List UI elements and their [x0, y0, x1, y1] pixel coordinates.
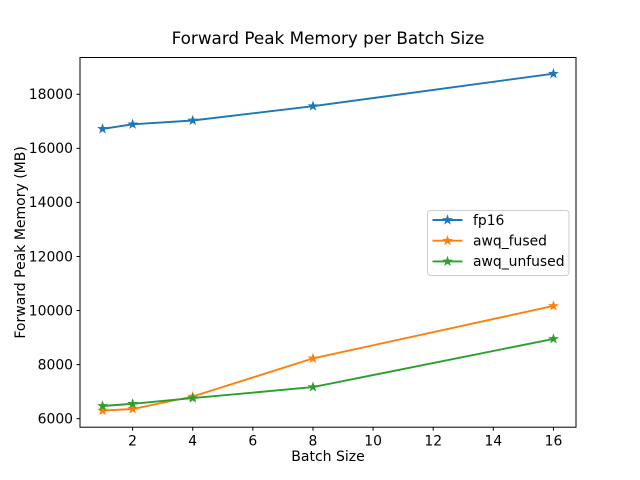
- legend-marker-star: [442, 214, 453, 225]
- legend-label: awq_unfused: [473, 254, 565, 270]
- series-marker-awq_fused: [97, 404, 108, 416]
- y-tick-label: 6000: [38, 411, 73, 427]
- legend-frame: [427, 210, 570, 276]
- x-axis-label: Batch Size: [291, 449, 364, 465]
- x-tick-label: 14: [484, 434, 502, 450]
- series-marker-fp16: [127, 118, 139, 129]
- series-line-awq_fused: [101, 304, 555, 412]
- x-tick-label: 6: [248, 434, 257, 450]
- y-tick-label: 10000: [29, 303, 73, 319]
- series-marker-fp16: [548, 68, 559, 79]
- legend-item-awq_fused: awq_fused: [432, 234, 547, 250]
- series-marker-awq_unfused: [187, 392, 199, 403]
- legend-item-awq_unfused: awq_unfused: [432, 254, 565, 270]
- x-tick-label: 10: [364, 434, 382, 450]
- legend: fp16 awq_fused awq_unfused: [427, 210, 570, 276]
- y-tick-label: 16000: [29, 141, 73, 157]
- x-tick-label: 2: [128, 434, 137, 450]
- legend-label: awq_fused: [473, 234, 547, 250]
- y-tick-label: 8000: [38, 357, 73, 373]
- y-axis-label: Forward Peak Memory (MB): [13, 146, 29, 338]
- legend-marker-star: [442, 235, 453, 246]
- plot-area: 2 4 6 8 10 12 14 16 6000 8000 10000 12000 14000 16000…: [29, 57, 577, 450]
- x-tick-label: 8: [309, 434, 318, 450]
- series-marker-awq_unfused: [97, 400, 108, 411]
- legend-item-fp16: fp16: [432, 213, 504, 229]
- series-marker-awq_unfused: [127, 398, 139, 409]
- series-marker-fp16: [97, 123, 108, 134]
- y-tick-label: 12000: [29, 249, 73, 265]
- series-marker-awq_unfused: [307, 381, 319, 392]
- series-line-awq_unfused: [101, 337, 555, 407]
- series-marker-awq_fused: [127, 403, 139, 414]
- series-marker-awq_fused: [307, 352, 319, 364]
- y-tick-label: 18000: [29, 87, 73, 103]
- chart-title: Forward Peak Memory per Batch Size: [172, 28, 485, 48]
- series-marker-awq_unfused: [548, 333, 559, 344]
- legend-label: fp16: [473, 213, 504, 229]
- x-tick-label: 16: [545, 434, 563, 450]
- series-marker-awq_fused: [548, 300, 559, 311]
- legend-marker-star: [442, 255, 453, 267]
- series-line-fp16: [101, 72, 555, 130]
- x-tick-label: 12: [424, 434, 442, 450]
- y-tick-label: 14000: [29, 195, 73, 211]
- series-marker-fp16: [187, 114, 199, 126]
- x-tick-label: 4: [188, 434, 197, 450]
- axes-frame: [79, 57, 577, 428]
- series-marker-fp16: [307, 100, 319, 111]
